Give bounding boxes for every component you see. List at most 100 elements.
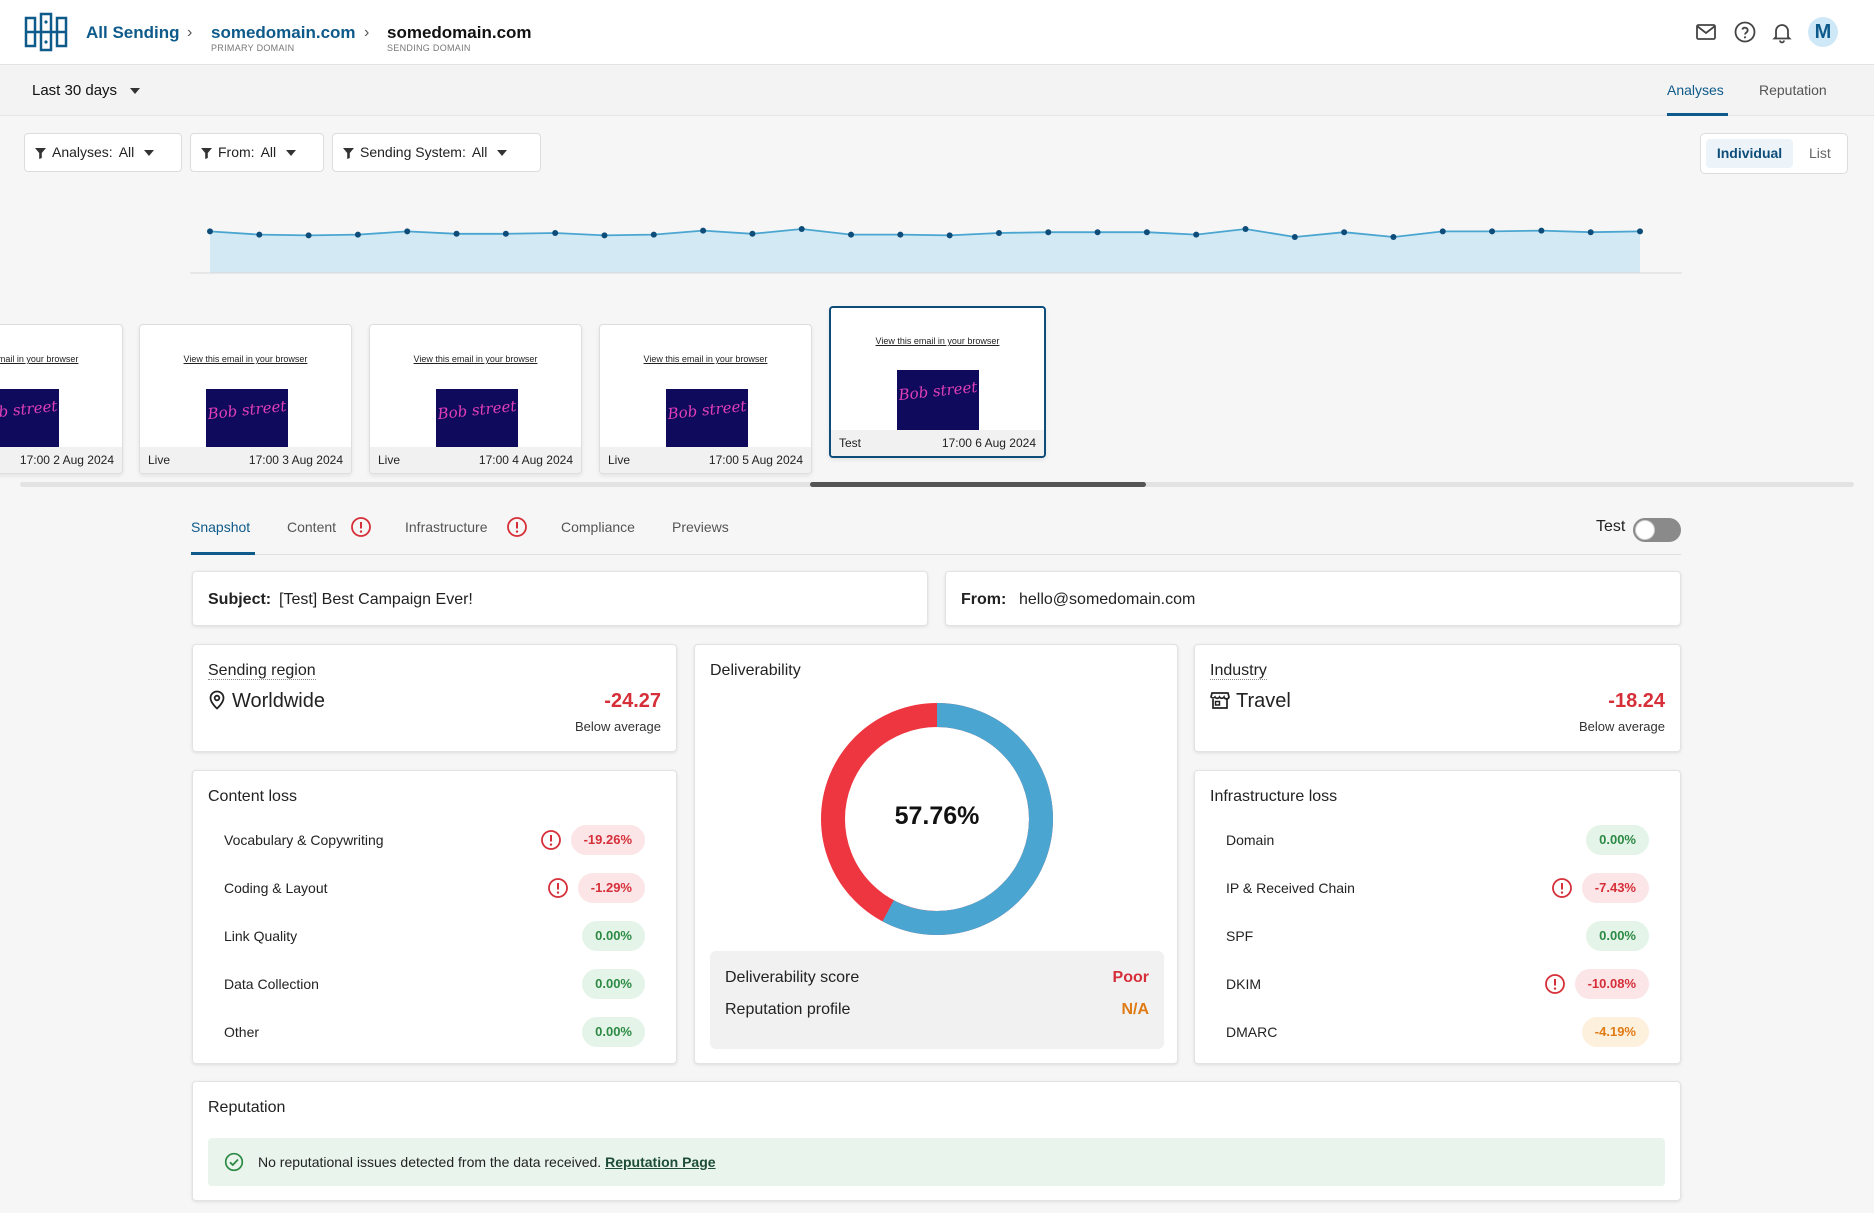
- thumbnail-time: 17:00 5 Aug 2024: [708, 453, 803, 467]
- deliverability-score-label: Deliverability score: [725, 969, 860, 986]
- timeline-point: [650, 231, 657, 238]
- tab-previews[interactable]: Previews: [672, 519, 729, 535]
- thumbnail-card[interactable]: View this email in your browser Bob stre…: [139, 324, 352, 474]
- sending-region-title: Sending region: [208, 662, 316, 680]
- store-icon: [1210, 692, 1230, 709]
- content-loss-title: Content loss: [208, 788, 297, 805]
- caret-down-icon: [144, 150, 155, 157]
- filter-from[interactable]: From: All: [190, 133, 324, 172]
- chevron-right-icon: ›: [364, 24, 370, 41]
- thumbnail-caption: Live 17:00 5 Aug 2024: [600, 447, 811, 473]
- loss-row[interactable]: Domain 0.00%: [1226, 825, 1649, 855]
- thumbnail-time: 17:00 6 Aug 2024: [941, 436, 1036, 450]
- breadcrumb-primary-domain[interactable]: somedomain.com PRIMARY DOMAIN: [211, 23, 356, 53]
- date-range-select[interactable]: Last 30 days: [32, 82, 118, 99]
- thumbnail-card[interactable]: View this email in your browser Bob stre…: [369, 324, 582, 474]
- alert-icon: [351, 517, 371, 537]
- tab-snapshot[interactable]: Snapshot: [191, 519, 251, 535]
- alert-icon: [540, 829, 562, 851]
- loss-row[interactable]: DKIM -10.08%: [1226, 969, 1649, 999]
- filter-sending-system[interactable]: Sending System: All: [332, 133, 541, 172]
- caret-down-icon: [286, 150, 297, 157]
- timeline-point: [946, 232, 953, 239]
- filter-analyses[interactable]: Analyses: All: [24, 133, 182, 172]
- from-label: From:: [961, 591, 1007, 608]
- caret-down-icon[interactable]: [130, 88, 140, 94]
- loss-row[interactable]: Data Collection 0.00%: [224, 969, 645, 999]
- sending-region-value: Worldwide: [208, 690, 325, 713]
- thumbnail-logo-text: Bob street: [206, 396, 288, 424]
- loss-row-name: Data Collection: [224, 976, 319, 992]
- tab-compliance[interactable]: Compliance: [561, 519, 635, 535]
- tab-reputation[interactable]: Reputation: [1759, 82, 1827, 98]
- loss-row[interactable]: Coding & Layout -1.29%: [224, 873, 645, 903]
- loss-value-badge: 0.00%: [582, 921, 645, 951]
- timeline-point: [256, 231, 263, 238]
- sending-region-text: Worldwide: [232, 690, 325, 712]
- mail-icon[interactable]: [1694, 20, 1718, 44]
- view-list-button[interactable]: List: [1809, 145, 1831, 161]
- content-loss-card: Content loss Vocabulary & Copywriting -19…: [192, 770, 677, 1064]
- alert-icon: [1544, 973, 1566, 995]
- thumbnail-card-selected[interactable]: View this email in your browser Bob stre…: [829, 306, 1046, 458]
- help-icon[interactable]: [1733, 20, 1757, 44]
- thumbnail-caption: Test 17:00 6 Aug 2024: [831, 430, 1044, 456]
- deliverability-percent: 57.76%: [894, 802, 980, 830]
- loss-row[interactable]: DMARC -4.19%: [1226, 1017, 1649, 1047]
- loss-row-name: Link Quality: [224, 928, 298, 944]
- thumbnail-logo-image: Bob street: [436, 389, 518, 451]
- filter-icon: [343, 147, 354, 159]
- reputation-page-link[interactable]: Reputation Page: [605, 1154, 716, 1170]
- analysis-timeline-chart[interactable]: [190, 215, 1682, 275]
- timeline-point: [897, 231, 904, 238]
- loss-row[interactable]: SPF 0.00%: [1226, 921, 1649, 951]
- timeline-point: [1242, 226, 1249, 232]
- timeline-point: [1390, 234, 1397, 240]
- timeline-point: [305, 232, 312, 239]
- tab-content[interactable]: Content: [287, 519, 337, 535]
- timeline-line: [209, 228, 1641, 238]
- thumbnail-caption: Live 17:00 3 Aug 2024: [140, 447, 351, 473]
- industry-note: Below average: [1579, 719, 1665, 734]
- timeline-point: [354, 231, 361, 238]
- loss-row[interactable]: IP & Received Chain -7.43%: [1226, 873, 1649, 903]
- loss-row[interactable]: Vocabulary & Copywriting -19.26%: [224, 825, 645, 855]
- thumbnail-card[interactable]: View this email in your browser Bob stre…: [599, 324, 812, 474]
- from-value: hello@somedomain.com: [1019, 591, 1196, 608]
- analysis-thumbnails: View this email in your browser Bob stre…: [0, 300, 1874, 490]
- thumbnail-card[interactable]: View this email in your browser Bob stre…: [0, 324, 123, 474]
- view-individual-button[interactable]: Individual: [1706, 139, 1793, 168]
- primary-domain-name: somedomain.com: [211, 23, 356, 42]
- tab-analyses[interactable]: Analyses: [1667, 82, 1724, 98]
- bell-icon[interactable]: [1770, 20, 1794, 44]
- timeline-point: [1489, 228, 1496, 235]
- timeline-point: [502, 230, 509, 237]
- test-toggle-switch[interactable]: [1633, 518, 1681, 542]
- sending-region-title-text: Sending region: [208, 662, 316, 680]
- active-tab-indicator: [1667, 113, 1728, 116]
- thumbnail-logo-image: Bob street: [666, 389, 748, 451]
- thumbnail-logo-text: Bob street: [666, 396, 748, 424]
- reputation-title: Reputation: [208, 1099, 286, 1116]
- chevron-right-icon: ›: [187, 24, 193, 41]
- loss-row[interactable]: Link Quality 0.00%: [224, 921, 645, 951]
- deliverability-score-value: Poor: [1112, 969, 1149, 986]
- loss-row[interactable]: Other 0.00%: [224, 1017, 645, 1047]
- thumbnail-type: Live: [378, 453, 401, 467]
- industry-title-text: Industry: [1210, 662, 1267, 680]
- loss-row-name: SPF: [1226, 928, 1254, 944]
- thumbnail-link-text: View this email in your browser: [875, 336, 1000, 346]
- reputation-status-banner: No reputational issues detected from the…: [208, 1138, 1665, 1186]
- breadcrumb-all-sending[interactable]: All Sending: [86, 23, 180, 42]
- app-logo-icon[interactable]: [24, 12, 68, 52]
- loss-value-badge: 0.00%: [582, 969, 645, 999]
- alert-icon: [547, 877, 569, 899]
- timeline-point: [601, 232, 608, 239]
- tab-infrastructure[interactable]: Infrastructure: [405, 519, 488, 535]
- active-tab-indicator: [191, 552, 255, 555]
- sending-domain-name: somedomain.com: [387, 23, 532, 42]
- thumbnails-scrollbar-thumb[interactable]: [810, 482, 1146, 487]
- check-circle-icon: [224, 1152, 244, 1172]
- avatar[interactable]: M: [1808, 17, 1838, 47]
- timeline-point: [1143, 229, 1150, 236]
